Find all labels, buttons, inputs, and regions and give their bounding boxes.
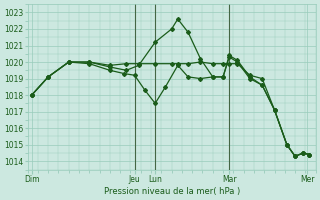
X-axis label: Pression niveau de la mer( hPa ): Pression niveau de la mer( hPa ) — [103, 187, 240, 196]
